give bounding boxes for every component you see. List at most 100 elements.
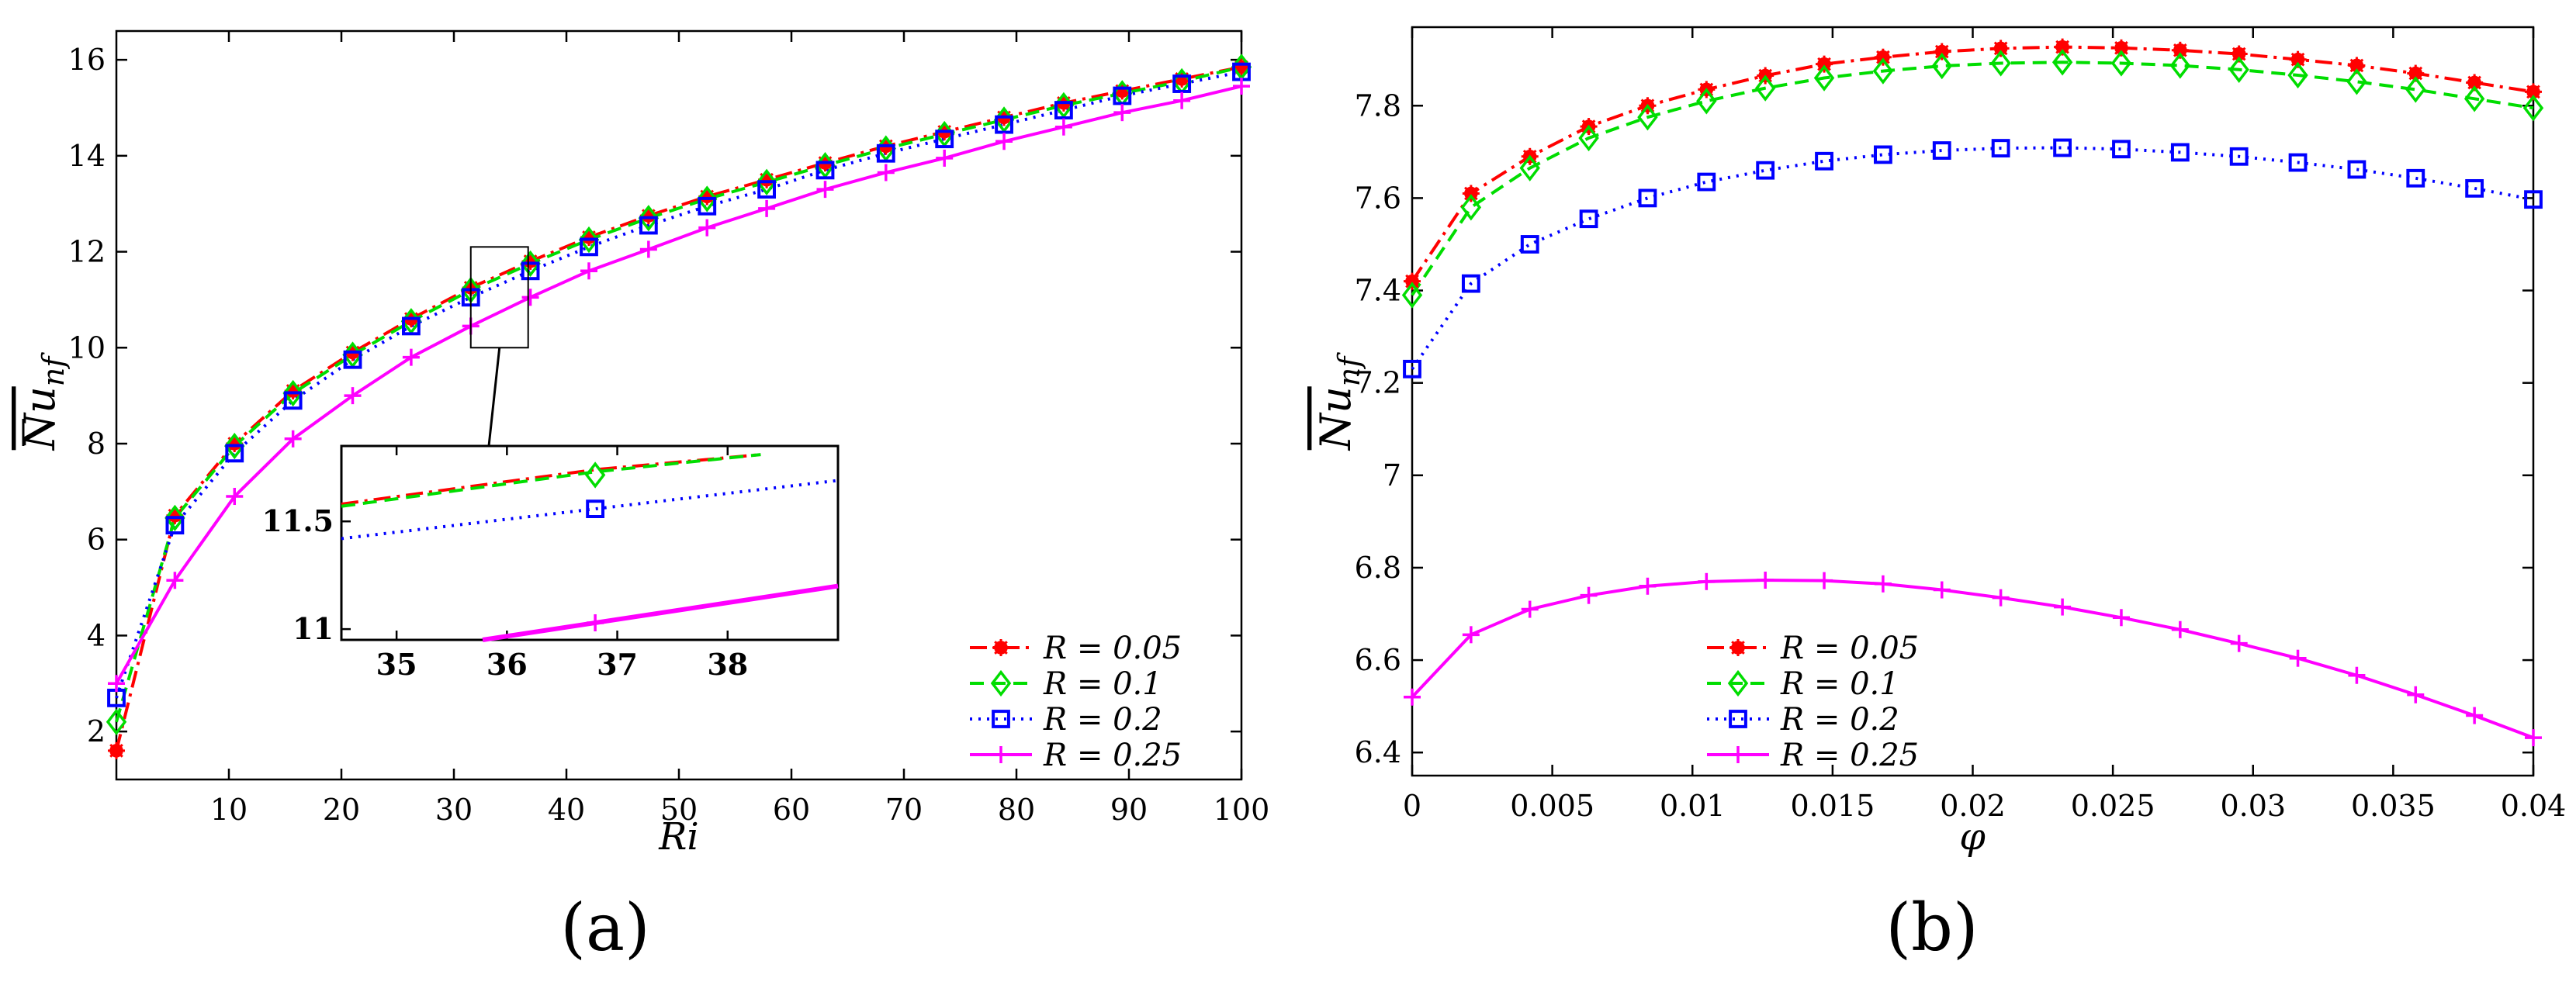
data-point xyxy=(2346,68,2367,95)
data-point xyxy=(876,143,895,163)
inset-x-tick-label: 35 xyxy=(376,647,417,682)
data-point xyxy=(698,196,717,216)
legend-item: R = 0.25 xyxy=(1707,738,1919,773)
legend-b: R = 0.05R = 0.1R = 0.2R = 0.25 xyxy=(1707,631,1919,773)
data-point xyxy=(1233,78,1250,95)
data-point xyxy=(1638,188,1657,208)
inset-frame xyxy=(340,444,840,641)
data-point xyxy=(1054,118,1072,136)
data-point xyxy=(2051,49,2073,76)
legend-item: R = 0.2 xyxy=(970,702,1162,738)
legend-marker xyxy=(1729,710,1747,728)
data-point xyxy=(1931,52,1952,80)
x-tick-label: 60 xyxy=(773,793,810,827)
data-point xyxy=(1992,589,2010,607)
x-tick-label: 70 xyxy=(885,793,923,827)
data-point xyxy=(2054,598,2072,616)
x-tick-label: 0.015 xyxy=(1790,789,1875,823)
data-point xyxy=(282,379,303,407)
data-point xyxy=(758,199,776,217)
data-point xyxy=(2112,609,2130,627)
inset-y-tick-label: 11.5 xyxy=(261,503,334,538)
data-point xyxy=(402,348,420,366)
data-point xyxy=(1521,600,1539,618)
data-point xyxy=(2229,147,2249,166)
data-point xyxy=(2348,57,2366,74)
y-axis-label-b-main: Nu xyxy=(1311,386,1360,451)
y-tick-label: 7.8 xyxy=(1355,88,1401,123)
x-tick-label: 50 xyxy=(660,793,698,827)
data-point xyxy=(935,130,954,149)
data-point xyxy=(226,488,244,506)
data-point xyxy=(1460,194,1482,221)
data-point xyxy=(1461,274,1480,293)
x-tick-label: 0.025 xyxy=(2071,789,2155,823)
inset-x-tick-label: 36 xyxy=(486,647,528,682)
legend-label: R = 0.1 xyxy=(1780,666,1899,702)
data-point xyxy=(2169,52,2191,79)
data-point xyxy=(2466,74,2484,92)
data-point xyxy=(2230,45,2248,63)
data-point xyxy=(1579,209,1598,229)
series-line-1 xyxy=(115,65,1242,752)
panel-label-b: (b) xyxy=(1885,890,1978,966)
data-point xyxy=(1404,272,1421,290)
data-point xyxy=(2112,39,2130,57)
data-point xyxy=(1578,124,1599,152)
inset-x-tick-label: 38 xyxy=(707,647,748,682)
zoom-connector xyxy=(487,347,501,447)
data-point xyxy=(1404,688,1421,706)
series-line-4 xyxy=(1411,579,2534,740)
legend-marker xyxy=(1727,669,1749,697)
inset-data-point xyxy=(586,499,605,519)
legend-marker xyxy=(990,669,1012,697)
data-point xyxy=(2110,50,2132,77)
data-point xyxy=(1233,58,1250,76)
series-line-2 xyxy=(1411,60,2534,296)
x-tick-label: 0.035 xyxy=(2351,789,2436,823)
panel-b: 0 0.005 0.01 0.015 0.02 0.025 0.03 0.035 0.04 6.4… xyxy=(1311,26,2566,966)
y-axis-label-b-sub: nf xyxy=(1332,352,1366,386)
data-point xyxy=(1816,55,1833,73)
data-point xyxy=(1992,40,2010,57)
data-point xyxy=(1401,282,1423,309)
data-point xyxy=(995,115,1013,134)
data-point xyxy=(1696,88,1717,115)
inset-x-tick-label: 37 xyxy=(597,647,638,682)
data-point xyxy=(2112,140,2131,159)
data-point xyxy=(1933,581,1951,599)
data-point xyxy=(1113,86,1132,105)
y-tick-label: 6 xyxy=(87,523,106,557)
data-point xyxy=(2289,649,2307,667)
data-point xyxy=(2347,160,2367,179)
inset-y-tick-label: 11 xyxy=(293,611,334,646)
series-markers-a xyxy=(106,54,1252,759)
data-point xyxy=(638,205,660,232)
plot-frame-b xyxy=(1411,26,2535,777)
legend-label: R = 0.05 xyxy=(1780,631,1919,666)
data-point xyxy=(166,572,184,589)
data-point xyxy=(284,430,302,448)
series-line-2 xyxy=(115,65,1242,723)
data-point xyxy=(1813,64,1835,92)
data-point xyxy=(1520,235,1539,254)
x-tick-label: 90 xyxy=(1110,793,1148,827)
inset-series-line-4 xyxy=(482,583,839,642)
legend-label: R = 0.2 xyxy=(1780,702,1899,738)
data-point xyxy=(1932,141,1951,160)
legend-item: R = 0.05 xyxy=(1707,631,1919,666)
data-point xyxy=(108,741,125,759)
data-point xyxy=(165,516,185,535)
data-point xyxy=(757,180,777,199)
x-tick-label: 100 xyxy=(1214,793,1270,827)
series-line-1 xyxy=(1411,45,2534,282)
data-point xyxy=(1519,154,1540,181)
legend-marker xyxy=(1729,746,1747,763)
data-point xyxy=(580,262,597,280)
data-point xyxy=(2348,666,2366,684)
data-point xyxy=(2466,707,2484,724)
data-point xyxy=(520,250,541,278)
data-point xyxy=(402,316,421,336)
data-point xyxy=(2053,138,2072,157)
